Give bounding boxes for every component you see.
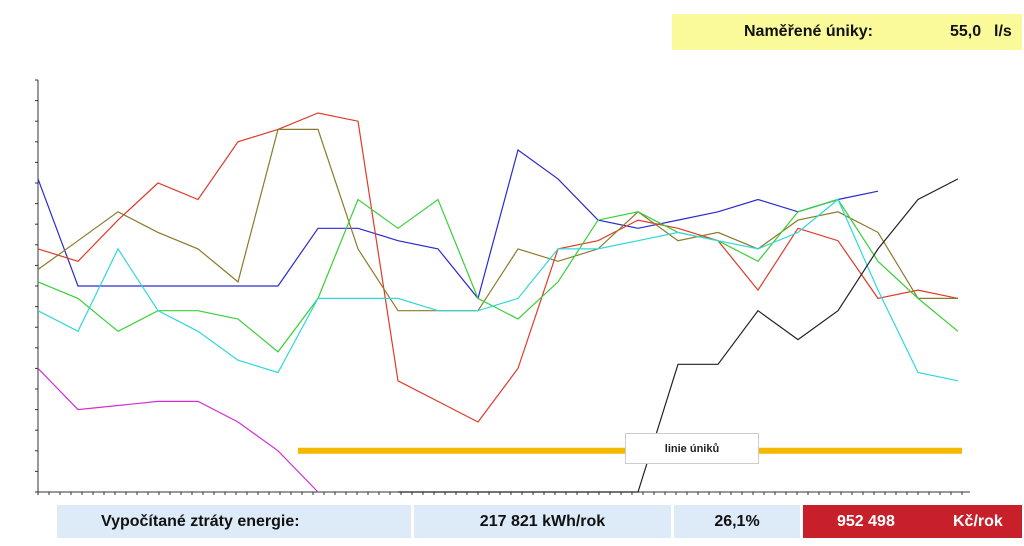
measured-leaks-box: Naměřené úniky: 55,0 l/s [672,14,1022,50]
energy-loss-label: Vypočítané ztráty energie: [101,512,300,530]
measured-leaks-label: Naměřené úniky: [744,23,873,40]
series-line-green [37,198,959,353]
energy-cost-value: 952 498 [837,512,895,530]
energy-loss-percent: 26,1% [674,505,800,538]
leak-line-label: linie úniků [625,433,759,464]
series-line-cyan [37,198,959,382]
energy-loss-label-cell: Vypočítané ztráty energie: [57,505,411,538]
series-line-blue [37,149,879,300]
series-line-magenta [37,367,319,493]
energy-loss-value: 217 821 kWh/rok [414,505,671,538]
series-line-black [398,178,959,493]
energy-cost-cell: 952 498 Kč/rok [803,505,1022,538]
measured-leaks-unit: l/s [994,23,1012,40]
energy-cost-unit: Kč/rok [953,512,1003,530]
measured-leaks-value: 55,0 [950,23,982,40]
series-line-red [37,112,959,423]
series-line-olive [37,128,958,312]
